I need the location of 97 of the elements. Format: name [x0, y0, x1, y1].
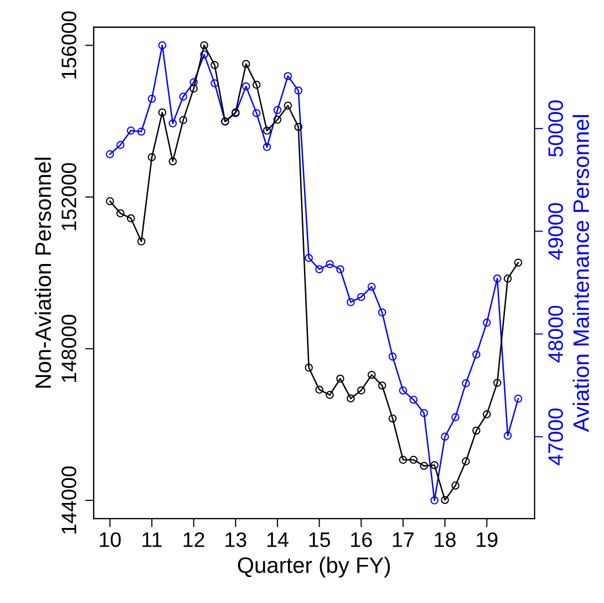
- point: [252, 80, 261, 89]
- x-tick-label: 18: [434, 532, 456, 548]
- point: [294, 86, 302, 95]
- point: [116, 209, 124, 218]
- point: [430, 461, 438, 470]
- point: [504, 274, 512, 283]
- point: [262, 142, 271, 152]
- x-tick-label: 16: [351, 532, 372, 548]
- x-tick-label: 12: [184, 532, 204, 547]
- point: [273, 106, 282, 114]
- point: [116, 140, 124, 149]
- point: [399, 456, 408, 464]
- point: [190, 84, 198, 93]
- point: [378, 381, 386, 390]
- point: [388, 352, 397, 361]
- y-tick-label: 156000: [62, 11, 76, 79]
- y-tick-label: 144000: [62, 466, 76, 534]
- point: [451, 413, 460, 422]
- point: [357, 386, 366, 394]
- point: [126, 126, 135, 135]
- point: [514, 394, 522, 403]
- point: [472, 426, 480, 435]
- point: [472, 350, 480, 359]
- y-axis-title: Non-Aviation Personnel: [34, 158, 52, 388]
- y2-tick-label: 49000: [548, 203, 564, 260]
- y-tick-label: 152000: [62, 163, 76, 230]
- point: [179, 92, 188, 101]
- point: [399, 386, 408, 395]
- point: [158, 41, 166, 50]
- point: [420, 409, 428, 418]
- point: [315, 265, 324, 274]
- y2-tick-label: 47000: [548, 408, 564, 466]
- x-axis-title: Quarter (by FY): [238, 556, 390, 578]
- point: [336, 374, 344, 383]
- point: [210, 79, 219, 88]
- point: [357, 292, 366, 302]
- point: [326, 260, 334, 268]
- point: [200, 41, 208, 50]
- point: [440, 496, 449, 504]
- point: [200, 50, 208, 59]
- point: [304, 254, 313, 262]
- point: [326, 390, 334, 399]
- x-tick-label: 11: [142, 532, 162, 547]
- point: [179, 116, 188, 124]
- point: [493, 378, 502, 387]
- point: [262, 126, 271, 135]
- x-tick-label: 13: [226, 532, 246, 548]
- point: [315, 386, 324, 394]
- x-tick-label: 14: [267, 532, 288, 547]
- point: [273, 116, 282, 124]
- point: [284, 72, 292, 80]
- y2-tick-label: 48000: [548, 306, 564, 362]
- y2-axis-title: Aviation Maintenance Personnel: [572, 115, 590, 432]
- point: [148, 153, 156, 162]
- point: [158, 108, 166, 116]
- point: [284, 102, 292, 110]
- y-tick-label: 148000: [62, 314, 76, 382]
- point: [462, 379, 470, 388]
- x-tick-label: 10: [100, 532, 121, 548]
- point: [190, 78, 198, 86]
- x-tick-label: 17: [393, 532, 414, 547]
- point: [440, 432, 449, 441]
- point: [493, 274, 502, 283]
- point: [304, 364, 313, 372]
- point: [137, 237, 146, 246]
- point: [430, 496, 438, 504]
- point: [410, 396, 418, 404]
- point: [378, 308, 386, 316]
- point: [346, 298, 355, 306]
- point: [462, 457, 470, 466]
- y2-tick-label: 50000: [548, 100, 564, 157]
- point: [294, 122, 302, 131]
- point: [420, 462, 428, 470]
- point: [252, 109, 261, 118]
- point: [514, 258, 522, 267]
- x-tick-label: 19: [476, 532, 498, 548]
- point: [482, 410, 491, 418]
- point: [106, 150, 114, 158]
- point: [451, 482, 460, 490]
- point: [126, 214, 135, 222]
- point: [504, 432, 512, 440]
- point: [368, 370, 376, 379]
- point: [388, 414, 397, 422]
- point: [168, 157, 177, 166]
- point: [242, 60, 250, 68]
- point: [137, 128, 146, 136]
- point: [242, 82, 250, 90]
- point: [106, 197, 114, 206]
- point: [368, 282, 376, 291]
- point: [336, 265, 344, 274]
- x-tick-label: 15: [309, 532, 330, 548]
- point: [410, 456, 418, 464]
- point: [148, 94, 156, 103]
- point: [346, 394, 355, 402]
- point: [168, 119, 177, 128]
- point: [482, 318, 491, 327]
- point: [210, 61, 219, 70]
